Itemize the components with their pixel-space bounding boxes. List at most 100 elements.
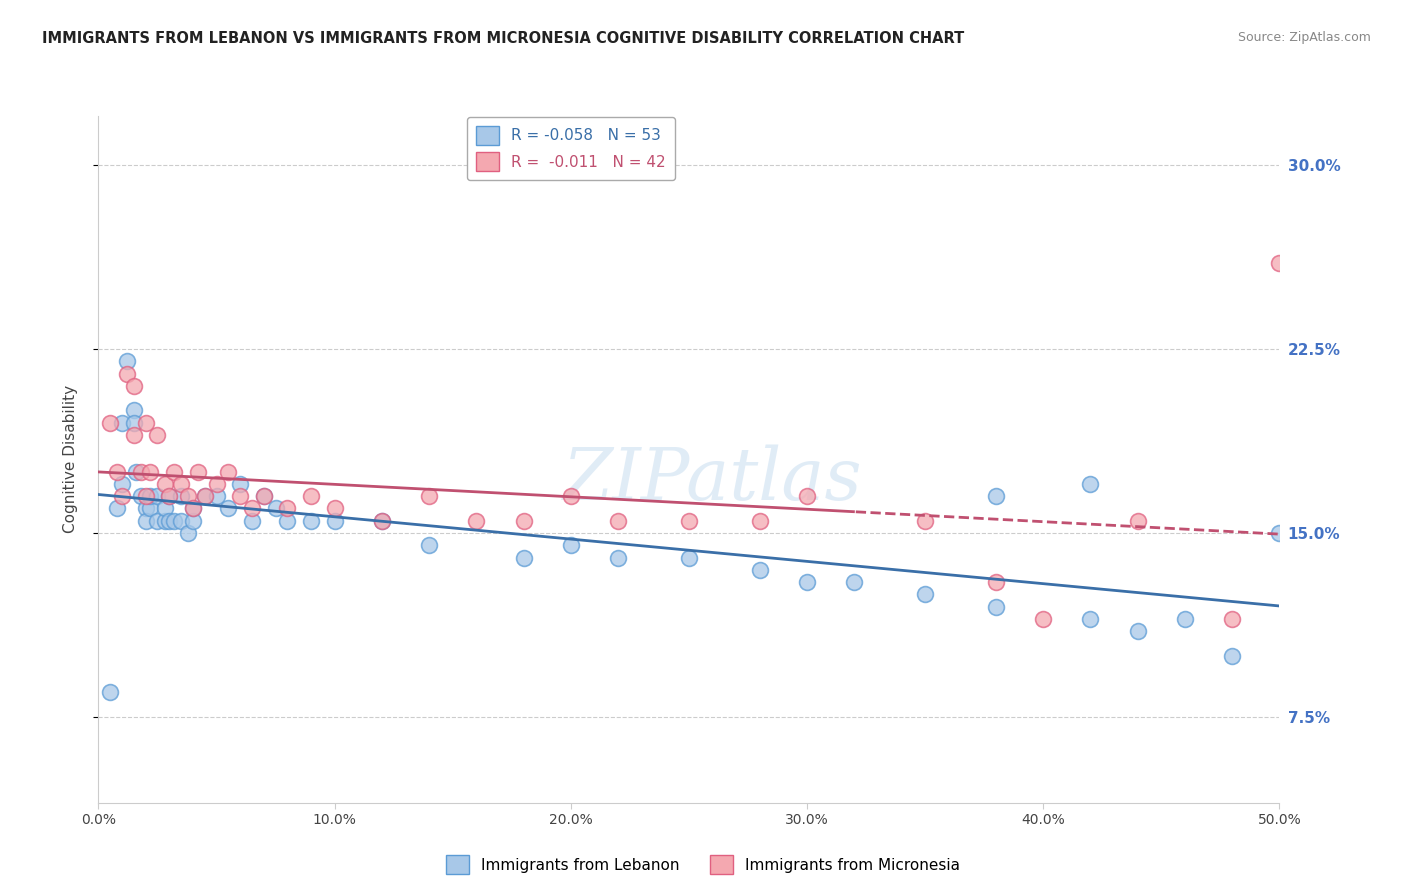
Point <box>264 501 287 516</box>
Point <box>111 416 134 430</box>
Point <box>465 514 488 528</box>
Point <box>111 477 134 491</box>
Point <box>122 379 145 393</box>
Point <box>122 428 145 442</box>
Point <box>607 550 630 565</box>
Point <box>153 477 176 491</box>
Point <box>1126 624 1149 639</box>
Point <box>163 514 186 528</box>
Point <box>194 489 217 503</box>
Point <box>139 489 162 503</box>
Point <box>984 489 1007 503</box>
Y-axis label: Cognitive Disability: Cognitive Disability <box>63 385 77 533</box>
Point <box>125 465 148 479</box>
Point <box>146 514 169 528</box>
Point <box>181 501 204 516</box>
Point <box>115 367 138 381</box>
Point <box>170 477 193 491</box>
Point <box>170 514 193 528</box>
Point <box>1032 612 1054 626</box>
Point <box>276 501 298 516</box>
Point <box>194 489 217 503</box>
Point <box>135 501 157 516</box>
Point <box>607 514 630 528</box>
Point <box>229 489 252 503</box>
Point <box>146 489 169 503</box>
Point <box>181 514 204 528</box>
Point <box>105 465 128 479</box>
Point <box>1268 526 1291 541</box>
Point <box>205 477 228 491</box>
Point <box>1268 256 1291 270</box>
Point <box>129 489 152 503</box>
Point <box>122 416 145 430</box>
Legend: Immigrants from Lebanon, Immigrants from Micronesia: Immigrants from Lebanon, Immigrants from… <box>440 849 966 880</box>
Point <box>323 501 346 516</box>
Point <box>1126 514 1149 528</box>
Point <box>157 514 180 528</box>
Point <box>205 489 228 503</box>
Point <box>229 477 252 491</box>
Point <box>98 685 121 699</box>
Point <box>129 465 152 479</box>
Point <box>914 587 936 601</box>
Point <box>1174 612 1197 626</box>
Point <box>1080 612 1102 626</box>
Point <box>323 514 346 528</box>
Point <box>678 514 700 528</box>
Text: ZIPatlas: ZIPatlas <box>562 445 862 516</box>
Point <box>560 538 582 552</box>
Point <box>512 514 534 528</box>
Point <box>187 465 209 479</box>
Point <box>371 514 394 528</box>
Point <box>153 514 176 528</box>
Point <box>217 465 239 479</box>
Point <box>115 354 138 368</box>
Point <box>135 514 157 528</box>
Point <box>512 550 534 565</box>
Point <box>984 575 1007 590</box>
Point <box>914 514 936 528</box>
Point <box>984 599 1007 614</box>
Point <box>98 416 121 430</box>
Point <box>844 575 866 590</box>
Point <box>177 526 200 541</box>
Point <box>111 489 134 503</box>
Point <box>371 514 394 528</box>
Point <box>748 514 770 528</box>
Point <box>240 514 263 528</box>
Point <box>299 514 322 528</box>
Point <box>135 489 157 503</box>
Point <box>796 489 818 503</box>
Point <box>1080 477 1102 491</box>
Point <box>796 575 818 590</box>
Point <box>135 416 157 430</box>
Point <box>299 489 322 503</box>
Point <box>163 465 186 479</box>
Point <box>418 489 440 503</box>
Point <box>181 501 204 516</box>
Point <box>157 489 180 503</box>
Point <box>1220 612 1243 626</box>
Point <box>678 550 700 565</box>
Point <box>217 501 239 516</box>
Point <box>276 514 298 528</box>
Point <box>748 563 770 577</box>
Point <box>418 538 440 552</box>
Point <box>560 489 582 503</box>
Point <box>170 489 193 503</box>
Text: IMMIGRANTS FROM LEBANON VS IMMIGRANTS FROM MICRONESIA COGNITIVE DISABILITY CORRE: IMMIGRANTS FROM LEBANON VS IMMIGRANTS FR… <box>42 31 965 46</box>
Point <box>157 489 180 503</box>
Point <box>240 501 263 516</box>
Point <box>105 501 128 516</box>
Legend: R = -0.058   N = 53, R =  -0.011   N = 42: R = -0.058 N = 53, R = -0.011 N = 42 <box>467 117 675 180</box>
Text: Source: ZipAtlas.com: Source: ZipAtlas.com <box>1237 31 1371 45</box>
Point <box>139 501 162 516</box>
Point <box>1220 648 1243 663</box>
Point <box>177 489 200 503</box>
Point <box>139 465 162 479</box>
Point <box>146 428 169 442</box>
Point <box>153 501 176 516</box>
Point <box>253 489 276 503</box>
Point <box>122 403 145 417</box>
